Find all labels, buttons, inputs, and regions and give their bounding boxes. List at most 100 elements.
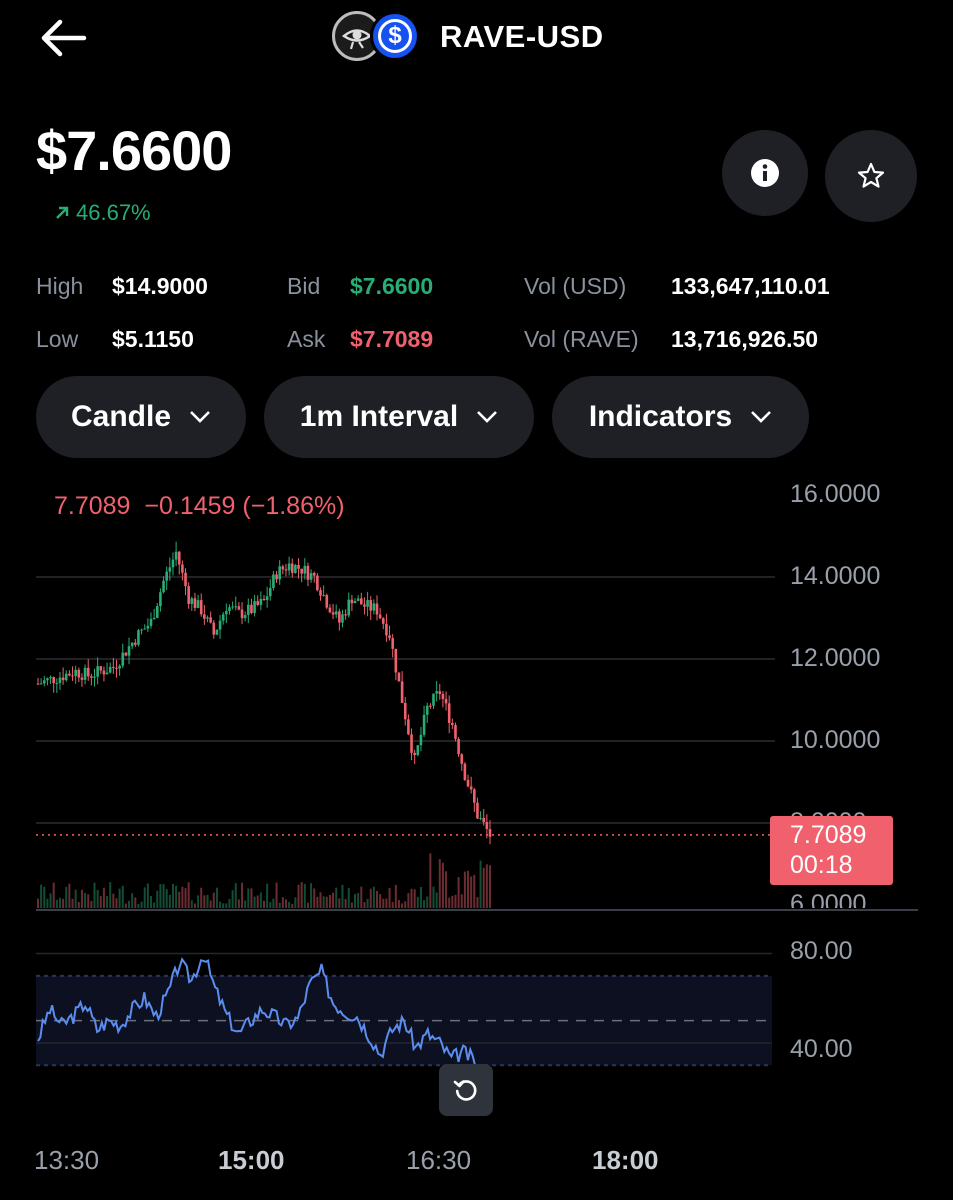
volume-bar <box>489 865 491 908</box>
candle-body <box>435 691 438 694</box>
back-button[interactable] <box>36 16 92 60</box>
candle-body <box>165 571 168 581</box>
candle-body <box>240 609 244 619</box>
candle-body <box>300 568 303 574</box>
chart-type-dropdown[interactable]: Candle <box>36 376 246 458</box>
volume-bar <box>168 894 171 908</box>
volume-bar <box>234 883 237 908</box>
y-tick-6: 6.0000 <box>790 890 867 908</box>
vol-usd-label: Vol (USD) <box>524 273 627 299</box>
candle-body <box>203 614 206 619</box>
candle-body <box>425 705 429 715</box>
tag-countdown: 00:18 <box>790 851 853 879</box>
vol-rave-label: Vol (RAVE) <box>524 326 639 352</box>
candle-body <box>444 699 448 704</box>
current-price: $7.6600 <box>36 119 232 182</box>
volume-bar <box>272 898 275 908</box>
candle-body <box>42 680 46 684</box>
candle-body <box>171 559 175 568</box>
volume-bar <box>445 871 448 908</box>
candle-body <box>482 817 486 822</box>
volume-bar <box>429 853 432 908</box>
volume-bar <box>206 894 209 908</box>
volume-bar <box>52 882 55 908</box>
candle-body <box>268 587 272 597</box>
star-icon <box>857 162 885 188</box>
candle-body <box>460 754 464 764</box>
candle-body <box>262 598 266 601</box>
candle-body <box>193 598 197 608</box>
volume-bar <box>215 887 218 908</box>
ask-label: Ask <box>287 326 326 352</box>
volume-bar <box>212 892 215 908</box>
volume-bar <box>178 891 181 908</box>
volume-bar <box>159 884 162 908</box>
volume-bar <box>385 898 388 908</box>
candle-body <box>61 677 65 681</box>
volume-bar <box>165 889 168 908</box>
volume-bar <box>372 886 375 908</box>
candle-body <box>347 599 351 616</box>
volume-bar <box>102 887 105 908</box>
candle-body <box>457 738 460 755</box>
candle-body <box>134 642 137 645</box>
volume-bar <box>266 883 269 908</box>
volume-bar <box>62 898 65 908</box>
favorite-button[interactable] <box>825 130 917 222</box>
low-label: Low <box>36 326 79 352</box>
volume-bar <box>394 884 397 908</box>
high-label: High <box>36 273 84 299</box>
volume-bar <box>281 897 284 908</box>
info-button[interactable] <box>722 130 808 216</box>
ask-value: $7.7089 <box>350 326 434 352</box>
candle-body <box>303 565 307 574</box>
candle-body <box>105 672 109 675</box>
candle-body <box>108 666 112 673</box>
volume-bar <box>451 895 454 908</box>
volume-bar <box>106 896 109 908</box>
price-chart[interactable] <box>0 470 953 1120</box>
candle-body <box>159 592 162 607</box>
volume-bar <box>222 903 225 908</box>
high-value: $14.9000 <box>112 273 208 299</box>
volume-bar <box>68 883 71 908</box>
asset-title: $ RAVE-USD <box>330 8 604 66</box>
candle-body <box>479 817 482 819</box>
candle-body <box>297 565 300 569</box>
pair-name: RAVE-USD <box>440 19 604 54</box>
volume-bar <box>303 883 306 908</box>
candle-body <box>58 677 62 683</box>
volume-bar <box>263 900 265 908</box>
candle-body <box>441 694 445 700</box>
volume-bar <box>460 894 463 908</box>
candle-body <box>413 752 416 756</box>
candle-body <box>316 575 319 591</box>
volume-bar <box>225 903 228 908</box>
volume-bar <box>46 898 49 908</box>
volume-bar <box>84 893 87 908</box>
candle-body <box>124 652 128 656</box>
volume-bar <box>49 893 52 908</box>
volume-bar <box>275 882 278 908</box>
volume-bar <box>284 899 287 908</box>
x-tick-1630: 16:30 <box>406 1145 472 1175</box>
candle-body <box>353 601 357 604</box>
volume-bar <box>269 902 272 908</box>
interval-dropdown[interactable]: 1m Interval <box>264 376 534 458</box>
volume-bar <box>413 889 416 908</box>
candle-body <box>174 551 178 560</box>
candle-body <box>363 604 366 607</box>
candle-body <box>438 691 442 695</box>
volume-bar <box>55 899 58 908</box>
candle-body <box>102 670 106 675</box>
reset-chart-button[interactable] <box>439 1064 493 1116</box>
volume-bar <box>143 887 146 908</box>
volume-bar <box>203 895 206 908</box>
volume-bar <box>278 902 281 908</box>
candle-body <box>422 714 426 735</box>
volume-bar <box>366 898 369 908</box>
price-change-percent: 46.67% <box>76 200 151 225</box>
indicators-dropdown[interactable]: Indicators <box>552 376 809 458</box>
candle-body <box>243 615 247 619</box>
x-tick-1800: 18:00 <box>592 1145 659 1175</box>
